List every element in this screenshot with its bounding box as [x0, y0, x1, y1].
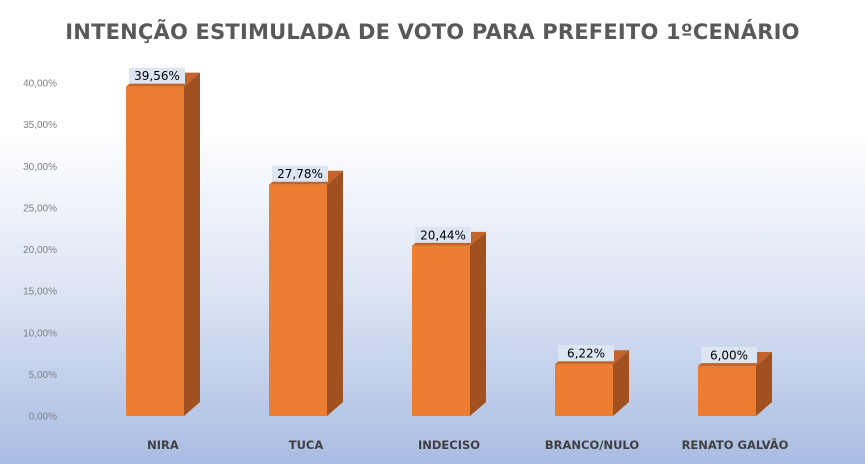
y-tick-label: 20,00%	[23, 245, 57, 256]
data-label: 6,00%	[710, 349, 748, 363]
data-label-box	[415, 226, 471, 243]
bar	[126, 86, 184, 417]
bar-side	[613, 350, 629, 416]
chart-title: INTENÇÃO ESTIMULADA DE VOTO PARA PREFEIT…	[65, 20, 800, 44]
bar-side	[756, 352, 772, 416]
bar-side	[470, 231, 486, 416]
y-tick-label: 25,00%	[23, 203, 57, 214]
x-category-label: INDECISO	[418, 438, 480, 452]
data-label-box	[701, 347, 757, 364]
y-tick-label: 5,00%	[29, 370, 57, 381]
data-label: 27,78%	[277, 167, 323, 181]
bar	[555, 364, 613, 416]
data-label: 39,56%	[134, 69, 180, 83]
x-category-label: NIRA	[147, 438, 179, 452]
data-label-box	[272, 165, 328, 182]
x-category-label: RENATO GALVÃO	[682, 437, 789, 452]
x-category-label: BRANCO/NULO	[545, 438, 639, 452]
y-tick-label: 0,00%	[29, 412, 57, 423]
x-category-label: TUCA	[289, 438, 324, 452]
data-label: 20,44%	[420, 228, 466, 242]
bar-side	[327, 170, 343, 416]
y-tick-label: 15,00%	[23, 287, 57, 298]
data-label-box	[558, 345, 614, 362]
y-tick-label: 10,00%	[23, 328, 57, 339]
data-label-box	[129, 67, 185, 84]
y-tick-label: 35,00%	[23, 120, 57, 131]
y-tick-label: 30,00%	[23, 162, 57, 173]
bar	[269, 184, 327, 416]
bar-side	[184, 72, 200, 417]
bar	[698, 366, 756, 416]
bar	[412, 245, 470, 416]
y-tick-label: 40,00%	[23, 79, 57, 90]
data-label: 6,22%	[567, 347, 605, 361]
